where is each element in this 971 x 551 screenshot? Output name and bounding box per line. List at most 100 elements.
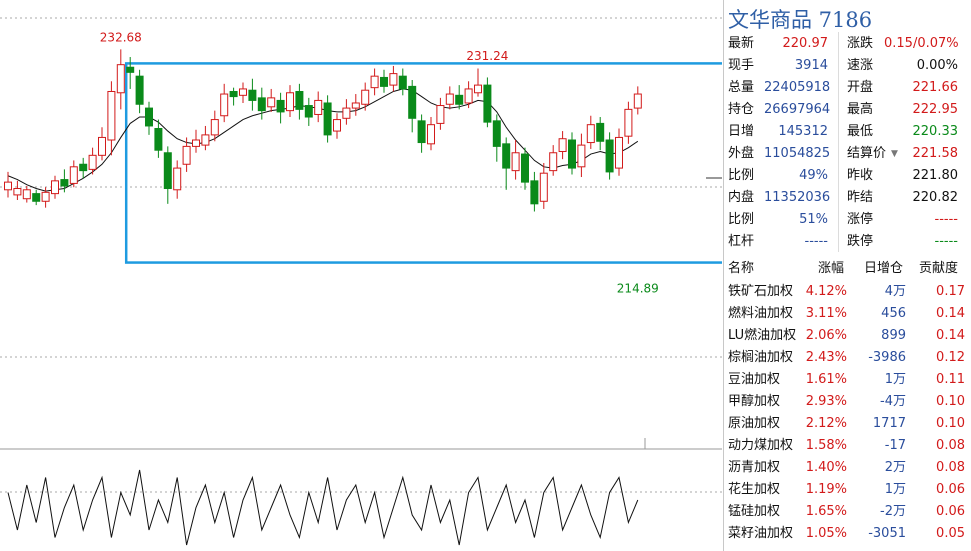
item-change-pct: 2.93% xyxy=(805,394,847,409)
item-name: 花生加权 xyxy=(728,482,781,497)
quote-value: 0.00% xyxy=(916,58,958,73)
candle-body xyxy=(276,99,285,113)
list-item[interactable]: 棕榈油加权 2.43% -3986 0.12 xyxy=(724,347,971,369)
candle xyxy=(436,97,445,130)
item-change-pct: 3.11% xyxy=(805,306,847,321)
candle-body xyxy=(201,134,210,146)
item-change-pct: 2.43% xyxy=(805,350,847,365)
item-change-pct: 2.12% xyxy=(805,416,847,431)
list-item[interactable]: 铁矿石加权 4.12% 4万 0.17 xyxy=(724,281,971,303)
item-contribution: 0.08 xyxy=(936,438,965,453)
quote-label: 最低 xyxy=(847,124,874,139)
item-change-pct: 1.05% xyxy=(805,526,847,541)
candle-body xyxy=(615,136,623,169)
candle-body xyxy=(304,105,313,118)
quote-label: 昨结 xyxy=(847,190,874,205)
candle-body xyxy=(596,122,605,142)
candle-body xyxy=(32,193,41,202)
candle-body xyxy=(248,89,257,101)
kline-chart-area[interactable]: 232.68 231.24 214.89 xyxy=(0,0,722,551)
candle xyxy=(135,69,144,114)
item-name: 豆油加权 xyxy=(728,372,781,387)
candle-body xyxy=(586,124,595,144)
chevron-down-icon[interactable]: ▼ xyxy=(891,149,898,159)
candle xyxy=(483,77,492,128)
list-item[interactable]: 菜籽油加权 1.05% -3051 0.05 xyxy=(724,523,971,545)
candle xyxy=(314,91,323,123)
candle-body xyxy=(502,143,511,169)
item-open-interest-change: 2万 xyxy=(884,460,906,475)
item-change-pct: 1.19% xyxy=(805,482,847,497)
candle-body xyxy=(577,144,586,168)
quote-label: 持仓 xyxy=(728,102,755,117)
col-chg-header: 日增仓 xyxy=(864,261,904,276)
quote-panel: 文华商品 7186 最新 220.97 涨跌 0.15/0.07% 现手 3914 速涨 0.… xyxy=(723,0,971,551)
candle xyxy=(286,85,294,118)
item-contribution: 0.06 xyxy=(936,482,965,497)
candle xyxy=(267,88,276,112)
candle xyxy=(615,128,623,176)
item-name: 甲醇加权 xyxy=(728,394,781,409)
candle-body xyxy=(389,73,398,86)
item-open-interest-change: 1万 xyxy=(884,372,906,387)
quote-value: 220.33 xyxy=(912,124,959,139)
candle-body xyxy=(521,153,529,183)
quote-value: 220.82 xyxy=(912,190,959,205)
item-open-interest-change: 4万 xyxy=(884,284,906,299)
candle-body xyxy=(69,166,78,184)
candle-body xyxy=(351,102,360,109)
quote-label: 结算价 xyxy=(847,146,887,161)
candle-body xyxy=(408,85,417,119)
candle-body xyxy=(568,139,576,169)
candle-body xyxy=(483,84,492,123)
list-item[interactable]: 原油加权 2.12% 1717 0.10 xyxy=(724,413,971,435)
quote-row: 外盘 11054825 结算价 221.58 ▼ xyxy=(724,143,971,165)
list-item[interactable]: 沥青加权 1.40% 2万 0.08 xyxy=(724,457,971,479)
candle xyxy=(201,125,210,151)
list-item[interactable]: 锰硅加权 1.65% -2万 0.06 xyxy=(724,501,971,523)
candle-body xyxy=(79,163,88,172)
quote-row: 杠杆 ----- 跌停 ----- xyxy=(724,231,971,253)
moving-average-line xyxy=(7,88,639,192)
candle-body xyxy=(370,75,379,89)
candle xyxy=(4,171,12,198)
candle-body xyxy=(145,107,153,127)
quote-label: 总量 xyxy=(728,80,755,95)
item-contribution: 0.14 xyxy=(936,328,965,343)
quote-label: 内盘 xyxy=(728,190,755,205)
candle xyxy=(380,69,388,93)
list-item[interactable]: 豆油加权 1.61% 1万 0.11 xyxy=(724,369,971,391)
candle xyxy=(633,86,642,115)
candle xyxy=(568,132,576,175)
item-open-interest-change: 1万 xyxy=(884,482,906,497)
candle xyxy=(107,81,116,156)
quote-value: ----- xyxy=(934,234,958,249)
list-item[interactable]: 甲醇加权 2.93% -4万 0.10 xyxy=(724,391,971,413)
candle-body xyxy=(492,120,501,147)
quote-row: 日增 145312 最低 220.33 xyxy=(724,121,971,143)
list-item[interactable]: 动力煤加权 1.58% -17 0.08 xyxy=(724,435,971,457)
quote-value: 3914 xyxy=(794,58,828,73)
candle-body xyxy=(182,145,191,165)
list-item[interactable]: 燃料油加权 3.11% 456 0.14 xyxy=(724,303,971,325)
candle-body xyxy=(154,128,163,151)
candle xyxy=(13,180,22,200)
kline-chart[interactable]: 232.68 231.24 214.89 xyxy=(0,0,722,551)
item-change-pct: 1.58% xyxy=(805,438,847,453)
candle-body xyxy=(549,152,558,172)
item-contribution: 0.10 xyxy=(936,394,965,409)
list-item[interactable]: 花生加权 1.19% 1万 0.06 xyxy=(724,479,971,501)
item-contribution: 0.17 xyxy=(936,284,965,299)
candle-body xyxy=(220,93,229,117)
item-name: 铁矿石加权 xyxy=(728,284,794,299)
quote-value: ----- xyxy=(804,234,828,249)
candle xyxy=(220,83,229,123)
list-item[interactable]: LU燃油加权 2.06% 899 0.14 xyxy=(724,325,971,347)
quote-label: 最新 xyxy=(728,36,755,51)
quote-value: 0.15/0.07% xyxy=(884,36,959,51)
item-name: 燃料油加权 xyxy=(728,306,794,321)
candle-body xyxy=(229,90,238,98)
candle xyxy=(351,94,360,116)
candle-body xyxy=(192,139,200,147)
item-contribution: 0.12 xyxy=(936,350,965,365)
